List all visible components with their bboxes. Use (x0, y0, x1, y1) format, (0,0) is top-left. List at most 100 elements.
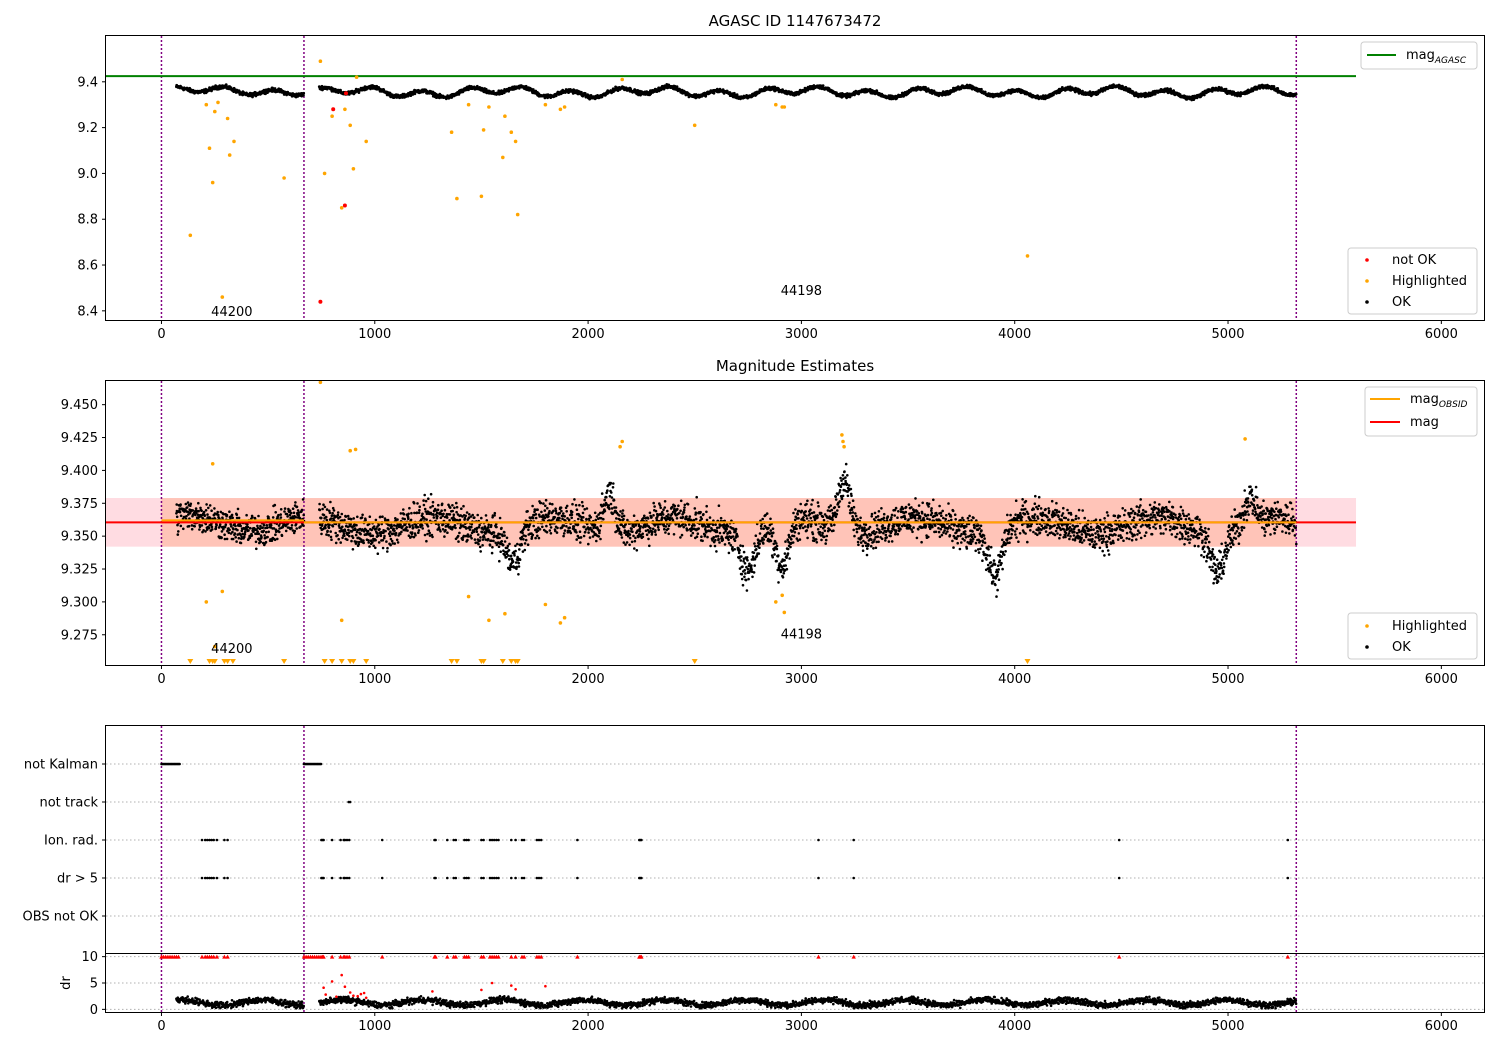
ok-point (980, 87, 983, 91)
highlighted-point (354, 75, 359, 79)
ok-point (425, 518, 428, 521)
ok-point (182, 527, 185, 531)
ok-point (408, 525, 412, 528)
ok-point (548, 529, 552, 532)
ok-point (448, 519, 451, 522)
ok-point (294, 501, 297, 504)
ok-point (560, 509, 563, 513)
ok-point (442, 512, 445, 516)
ok-point (441, 528, 445, 531)
panel1-xtick-label: 6000 (1425, 327, 1458, 342)
ok-point (448, 506, 452, 510)
ok-point (531, 504, 534, 508)
ok-point (400, 530, 403, 534)
ok-point (245, 513, 248, 517)
ok-point (1294, 92, 1298, 96)
ok-point (650, 515, 653, 519)
ok-point (503, 531, 506, 534)
ok-point (193, 525, 196, 528)
legend-label-highlighted: Highlighted (1392, 274, 1467, 289)
highlighted-point (509, 130, 514, 134)
ok-point (484, 514, 488, 517)
ok-point (203, 514, 206, 517)
ok-point (451, 509, 455, 513)
ok-point (465, 527, 468, 530)
ok-point (431, 500, 435, 504)
ok-point (630, 540, 634, 544)
ok-point (394, 531, 398, 535)
highlighted-point (501, 155, 505, 160)
panel1-xtick-label: 5000 (1211, 327, 1244, 342)
ok-point (291, 507, 295, 511)
observation-label: 44198 (781, 284, 822, 299)
ok-point (425, 539, 428, 543)
ok-point (581, 504, 585, 508)
ok-point (565, 504, 569, 508)
ok-point (393, 542, 397, 545)
ok-point (218, 523, 222, 526)
highlighted-point (351, 167, 356, 171)
highlighted-point (543, 102, 548, 107)
ok-point (279, 508, 283, 511)
ok-point (399, 512, 403, 515)
ok-point (546, 506, 549, 510)
ok-point (527, 528, 530, 531)
ok-point (475, 530, 479, 533)
ok-point (412, 501, 416, 505)
ok-point (354, 528, 357, 531)
ok-point (236, 507, 240, 511)
legend-marker-ok (1365, 300, 1369, 304)
ok-point (405, 526, 409, 529)
ok-point (464, 514, 468, 518)
ok-point (340, 512, 344, 516)
ok-point (389, 530, 392, 534)
ok-point (259, 540, 263, 544)
ok-point (477, 525, 481, 529)
ok-point (325, 508, 329, 511)
ok-point (421, 527, 425, 530)
ok-point (598, 511, 602, 515)
ok-point (454, 526, 457, 530)
ok-point (413, 92, 417, 96)
ok-point (200, 509, 203, 512)
ok-point (469, 534, 473, 537)
ok-point (362, 539, 365, 542)
ok-point (458, 518, 462, 522)
ok-point (544, 504, 547, 508)
highlighted-point (562, 105, 567, 109)
ok-point (361, 513, 364, 517)
ok-point (410, 511, 413, 515)
ok-point (372, 525, 376, 528)
ok-point (368, 515, 372, 518)
ok-point (554, 507, 557, 511)
ok-point (198, 528, 201, 531)
ok-point (273, 503, 277, 507)
ok-point (583, 92, 587, 95)
ok-point (575, 508, 579, 512)
ok-point (625, 541, 629, 544)
ok-point (342, 532, 346, 535)
ok-point (498, 516, 502, 520)
ok-point (371, 534, 375, 538)
ok-point (334, 541, 338, 545)
ok-point (554, 509, 558, 513)
ok-point (210, 509, 213, 512)
ok-point (599, 524, 603, 528)
ok-point (359, 532, 362, 536)
ok-point (641, 532, 644, 536)
ok-point (473, 516, 476, 519)
ok-point (563, 529, 567, 532)
ok-point (381, 546, 385, 550)
ok-point (633, 539, 637, 543)
ok-point (426, 532, 429, 536)
ok-point (234, 524, 237, 528)
ok-point (558, 517, 561, 520)
ok-point (569, 531, 573, 535)
ok-point (292, 511, 296, 515)
ok-point (605, 495, 608, 499)
observation-label: 44200 (211, 305, 252, 320)
ok-point (461, 538, 465, 541)
ok-point (210, 528, 214, 531)
ok-point (457, 540, 460, 543)
panel1-xtick-label: 0 (157, 327, 165, 342)
